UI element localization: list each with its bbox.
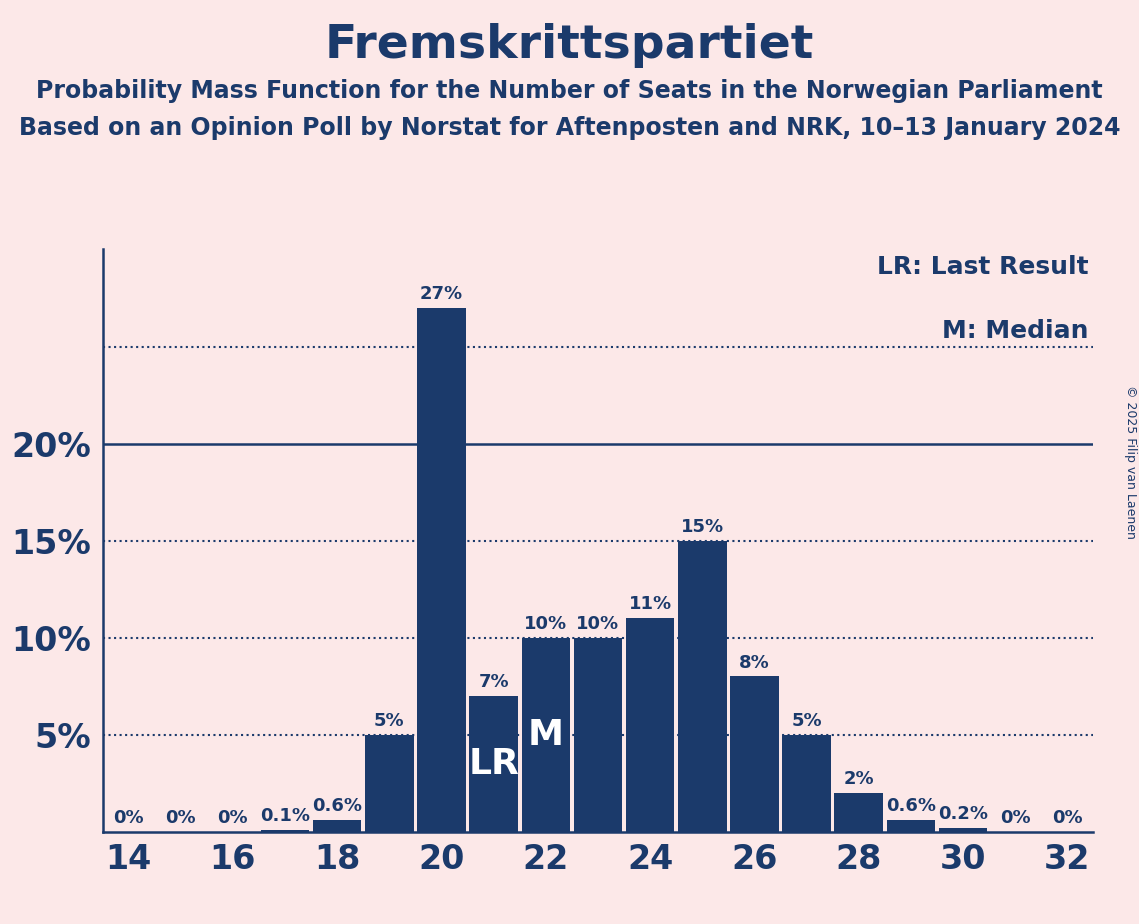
Text: M: M (527, 718, 564, 751)
Text: 7%: 7% (478, 673, 509, 691)
Text: M: Median: M: Median (942, 320, 1089, 344)
Text: 0.6%: 0.6% (886, 797, 936, 815)
Text: 2%: 2% (844, 770, 874, 788)
Text: 5%: 5% (374, 711, 404, 730)
Bar (678, 541, 727, 832)
Text: 11%: 11% (629, 595, 672, 614)
Text: © 2025 Filip van Laenen: © 2025 Filip van Laenen (1124, 385, 1137, 539)
Bar (782, 735, 830, 832)
Bar (522, 638, 571, 832)
Text: 27%: 27% (420, 285, 464, 303)
Bar (625, 618, 674, 832)
Bar (313, 820, 361, 832)
Text: 0%: 0% (1052, 808, 1083, 827)
Text: 10%: 10% (576, 614, 620, 633)
Bar (574, 638, 622, 832)
Bar (835, 793, 883, 832)
Text: Based on an Opinion Poll by Norstat for Aftenposten and NRK, 10–13 January 2024: Based on an Opinion Poll by Norstat for … (18, 116, 1121, 140)
Text: 8%: 8% (739, 653, 770, 672)
Text: 0%: 0% (113, 808, 144, 827)
Bar (469, 696, 518, 832)
Text: 0%: 0% (1000, 808, 1031, 827)
Text: 0.2%: 0.2% (939, 805, 988, 823)
Text: LR: LR (468, 747, 519, 781)
Text: LR: Last Result: LR: Last Result (877, 255, 1089, 279)
Text: 0%: 0% (218, 808, 248, 827)
Text: 0.6%: 0.6% (312, 797, 362, 815)
Text: Fremskrittspartiet: Fremskrittspartiet (325, 23, 814, 68)
Text: 10%: 10% (524, 614, 567, 633)
Text: 0%: 0% (165, 808, 196, 827)
Text: Probability Mass Function for the Number of Seats in the Norwegian Parliament: Probability Mass Function for the Number… (36, 79, 1103, 103)
Bar (417, 308, 466, 832)
Bar (886, 820, 935, 832)
Text: 0.1%: 0.1% (260, 807, 310, 825)
Text: 5%: 5% (792, 711, 822, 730)
Bar (939, 828, 988, 832)
Bar (366, 735, 413, 832)
Text: 15%: 15% (681, 517, 724, 536)
Bar (261, 830, 310, 832)
Bar (730, 676, 779, 832)
